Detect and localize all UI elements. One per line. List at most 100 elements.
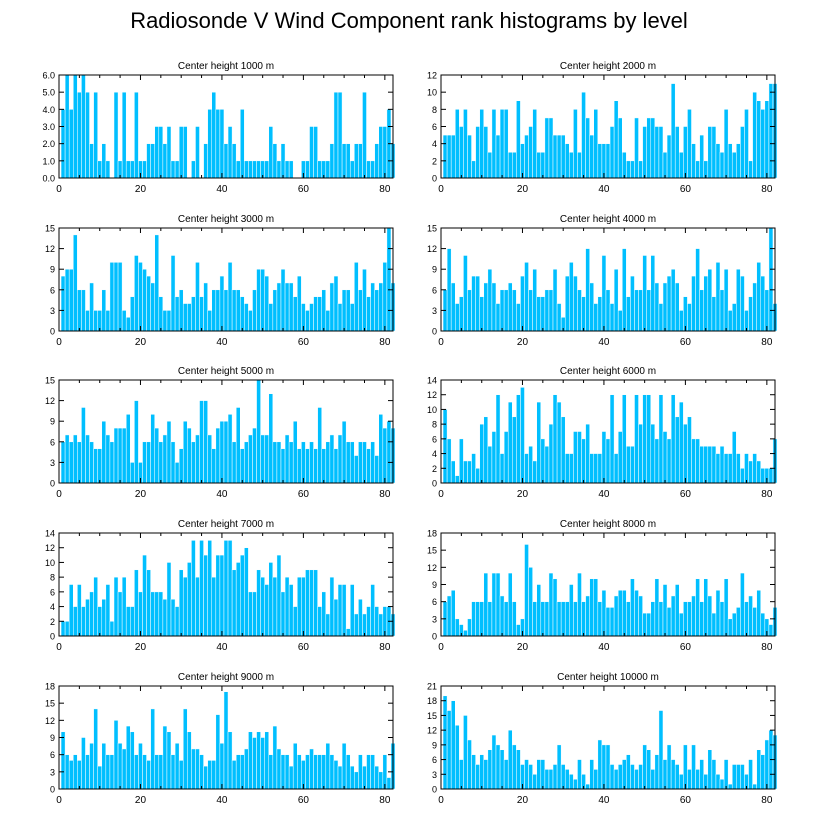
- histogram-bar: [73, 434, 78, 484]
- histogram-bar: [358, 754, 363, 790]
- histogram-bar: [752, 607, 757, 637]
- histogram-bar: [130, 731, 135, 790]
- histogram-bar: [744, 453, 749, 484]
- histogram-bar: [650, 117, 656, 179]
- histogram-bar: [142, 754, 147, 790]
- histogram-bar: [748, 160, 753, 179]
- histogram-bar: [358, 598, 363, 637]
- histogram-bar: [162, 725, 168, 790]
- histogram-bar: [695, 769, 700, 790]
- histogram-bar: [134, 91, 139, 179]
- histogram-bar: [89, 282, 94, 332]
- histogram-bar: [231, 441, 237, 484]
- histogram-bar: [654, 578, 660, 637]
- histogram-bar: [93, 91, 98, 179]
- histogram-bar: [727, 143, 733, 179]
- histogram-bar: [471, 601, 476, 637]
- histogram-bar: [503, 289, 509, 332]
- histogram-bar: [760, 754, 766, 790]
- histogram-bar: [203, 400, 208, 484]
- histogram-bar: [178, 569, 184, 637]
- histogram-bar: [768, 468, 774, 484]
- histogram-bar: [569, 584, 574, 637]
- y-tick-label: 15: [45, 376, 55, 386]
- histogram-bar: [223, 143, 229, 179]
- panel-title: Center height 7000 m: [178, 519, 274, 530]
- histogram-bar: [317, 606, 322, 637]
- histogram-bar: [544, 445, 550, 484]
- histogram-bar: [174, 160, 180, 179]
- histogram-bar: [589, 759, 594, 790]
- histogram-bar: [150, 282, 155, 332]
- histogram-bar: [487, 152, 493, 179]
- histogram-bar: [81, 289, 86, 332]
- histogram-bar: [707, 268, 713, 332]
- x-tick-label: 40: [216, 795, 228, 806]
- x-tick-label: 80: [379, 642, 391, 653]
- histogram-bar: [378, 613, 384, 637]
- histogram-bar: [158, 296, 164, 332]
- histogram-bar: [556, 303, 562, 332]
- histogram-bar: [280, 143, 286, 179]
- histogram-bar: [617, 117, 623, 179]
- histogram-bar: [581, 91, 586, 179]
- histogram-bar: [577, 759, 582, 790]
- histogram-bar: [609, 764, 615, 790]
- histogram-bar: [101, 742, 107, 790]
- histogram-bar: [178, 448, 184, 484]
- histogram-bar: [727, 618, 733, 637]
- histogram-bar: [97, 448, 103, 484]
- histogram-panel-3: Center height 3000 m 0 20 40 60 80 0 3 6 9 12 15: [45, 214, 396, 348]
- histogram-bar: [374, 606, 379, 637]
- histogram-bar: [248, 310, 253, 332]
- histogram-bar: [670, 759, 676, 790]
- histogram-bar: [450, 282, 456, 332]
- histogram-bar: [731, 431, 737, 484]
- plot-frame: [58, 227, 394, 332]
- histogram-bar: [64, 434, 70, 484]
- x-tick-label: 20: [517, 337, 529, 348]
- x-tick-label: 0: [438, 795, 444, 806]
- histogram-bar: [85, 598, 90, 637]
- histogram-bar: [613, 100, 619, 179]
- histogram-bar: [105, 754, 111, 790]
- histogram-bar: [231, 569, 237, 637]
- histogram-bar: [288, 441, 294, 484]
- histogram-bar: [703, 578, 709, 637]
- histogram-bar: [552, 394, 558, 484]
- histogram-bar: [601, 744, 607, 790]
- y-tick-label: 4: [50, 602, 55, 612]
- histogram-bar: [593, 578, 599, 637]
- histogram-bar: [329, 576, 335, 637]
- histogram-bar: [727, 453, 733, 484]
- histogram-bar: [235, 754, 241, 790]
- histogram-bar: [109, 441, 115, 484]
- histogram-bar: [325, 742, 331, 790]
- histogram-bar: [297, 275, 302, 332]
- histogram-bar: [268, 303, 274, 332]
- x-tick-label: 40: [598, 642, 610, 653]
- histogram-bar: [313, 569, 318, 637]
- histogram-bar: [93, 576, 98, 637]
- histogram-bar: [646, 117, 652, 179]
- histogram-bar: [256, 379, 261, 484]
- histogram-bar: [622, 759, 627, 790]
- y-tick-label: 2: [432, 464, 437, 474]
- panel-title: Center height 3000 m: [178, 214, 274, 225]
- x-tick-label: 40: [216, 337, 228, 348]
- histogram-bar: [203, 143, 208, 179]
- histogram-bar: [121, 748, 127, 790]
- histogram-bar: [687, 601, 692, 637]
- histogram-bar: [683, 296, 688, 332]
- histogram-bar: [89, 143, 94, 179]
- histogram-bar: [264, 434, 270, 484]
- histogram-bar: [467, 460, 472, 484]
- histogram-bar: [540, 296, 546, 332]
- histogram-bar: [731, 764, 737, 790]
- histogram-bar: [256, 569, 261, 637]
- histogram-bar: [68, 441, 74, 484]
- histogram-bar: [378, 126, 384, 179]
- histogram-bar: [130, 462, 135, 484]
- x-tick-label: 20: [517, 642, 529, 653]
- histogram-bar: [552, 134, 558, 179]
